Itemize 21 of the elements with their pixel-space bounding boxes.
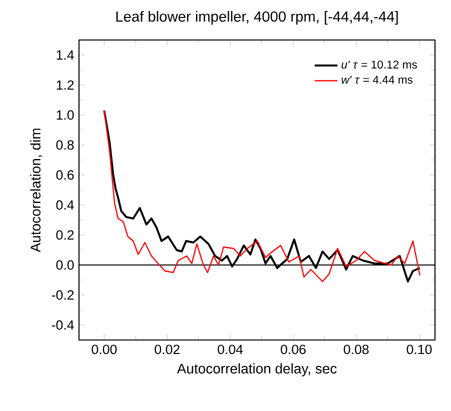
y-tick-label: 0.8: [56, 140, 74, 150]
y-tick-label: -0.2: [52, 290, 74, 300]
x-tick-label: 0.04: [218, 344, 243, 354]
x-tick-label: 0.00: [92, 344, 117, 354]
y-tick-label: 0.2: [56, 230, 74, 240]
x-tick-label: 0.08: [344, 344, 369, 354]
x-tick-label: 0.06: [280, 344, 306, 354]
y-tick-label: 0.0: [56, 260, 74, 270]
y-tick-label: -0.4: [52, 320, 74, 330]
legend-label: w' τ = 4.44 ms: [342, 76, 413, 84]
y-axis-title: Autocorrelation, dim: [30, 128, 42, 252]
x-tick-label: 0.02: [154, 344, 180, 354]
y-tick-label: 1.2: [56, 80, 74, 90]
y-tick-label: 0.6: [56, 170, 74, 180]
x-tick-label: 0.10: [406, 344, 432, 354]
y-tick-label: 1.0: [56, 110, 74, 120]
x-axis-title: Autocorrelation delay, sec: [176, 363, 337, 376]
chart-title: Leaf blower impeller, 4000 rpm, [-44,44,-44]: [116, 10, 398, 25]
y-tick-label: 0.4: [56, 200, 74, 210]
y-tick-label: 1.4: [56, 50, 74, 60]
legend-label: u' τ = 10.12 ms: [342, 60, 417, 69]
